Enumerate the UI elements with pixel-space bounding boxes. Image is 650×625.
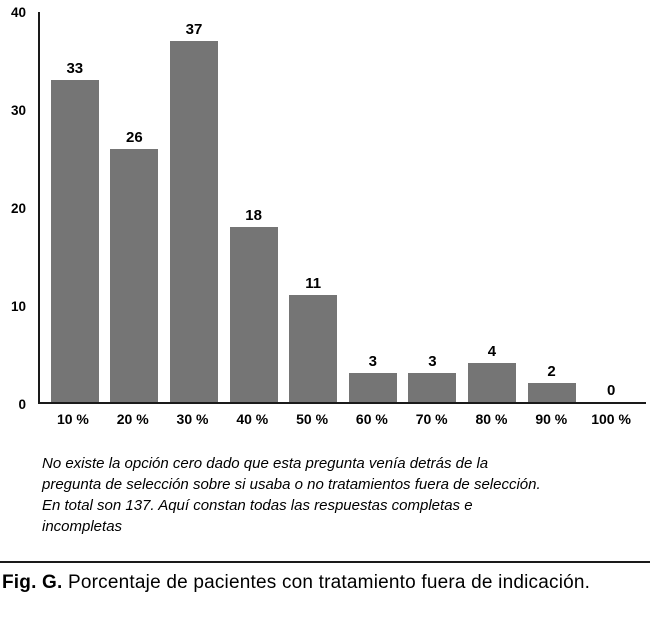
bar-slot: 26 — [105, 12, 165, 402]
y-axis: 0 10 20 30 40 — [0, 5, 34, 410]
x-axis-label: 70 % — [415, 411, 448, 427]
x-axis-label: 20 % — [116, 411, 149, 427]
bar — [408, 372, 457, 402]
bars: 33 26 37 18 11 3 3 4 2 0 — [40, 12, 646, 402]
x-axis-label: 40 % — [236, 411, 269, 427]
bar-value-label: 3 — [428, 352, 437, 370]
figure-caption: Fig. G. Porcentaje de pacientes con trat… — [0, 563, 650, 596]
bar-slot: 3 — [403, 12, 463, 402]
bar-slot: 33 — [45, 12, 105, 402]
bar — [229, 226, 278, 402]
y-axis-tick-label: 10 — [10, 298, 26, 314]
bar-slot: 37 — [164, 12, 224, 402]
bar-slot: 2 — [522, 12, 582, 402]
plot-wrap: 0 10 20 30 40 33 26 37 18 11 3 3 4 2 0 — [11, 5, 646, 410]
caption-text: Porcentaje de pacientes con tratamiento … — [68, 572, 591, 593]
bar-slot: 11 — [283, 12, 343, 402]
bar — [467, 363, 516, 402]
bar-chart: 0 10 20 30 40 33 26 37 18 11 3 3 4 2 0 10 % 20 % 30 % 40… — [11, 5, 646, 427]
bar — [289, 294, 338, 402]
bar-slot: 0 — [581, 12, 641, 402]
y-axis-tick-label: 0 — [18, 396, 26, 412]
caption-label: Fig. G. — [2, 572, 63, 593]
bar — [110, 148, 159, 402]
y-axis-tick-label: 20 — [10, 200, 26, 216]
bar-value-label: 26 — [126, 128, 143, 146]
note-line: En total son 137. Aquí constan todas las… — [42, 497, 473, 514]
caption-divider — [0, 561, 650, 563]
bar-value-label: 37 — [185, 21, 203, 39]
y-axis-tick-label: 30 — [10, 102, 26, 118]
bar-value-label: 0 — [606, 382, 616, 399]
note-line: No existe la opción cero dado que esta p… — [42, 455, 489, 472]
note-line: incompletas — [42, 518, 123, 535]
bar-slot: 4 — [462, 12, 522, 402]
bar-value-label: 18 — [245, 206, 262, 224]
y-axis-tick-label: 40 — [10, 4, 26, 20]
bar-slot: 3 — [343, 12, 403, 402]
bar — [527, 382, 576, 402]
bar-value-label: 4 — [487, 343, 497, 360]
x-axis-label: 80 % — [475, 411, 508, 427]
x-axis-labels: 10 % 20 % 30 % 40 % 50 % 60 % 70 % 80 % 90 % 100 … — [38, 411, 646, 427]
plot-area: 33 26 37 18 11 3 3 4 2 0 — [38, 12, 646, 404]
bar — [348, 372, 397, 402]
x-axis-label: 90 % — [535, 411, 568, 427]
bar — [169, 41, 218, 402]
x-axis-label: 30 % — [176, 411, 209, 427]
figure-note: No existe la opción cero dado que esta p… — [42, 453, 650, 537]
bar-value-label: 3 — [368, 352, 377, 370]
bar-slot: 18 — [224, 12, 284, 402]
bar-value-label: 11 — [305, 274, 322, 292]
bar-value-label: 2 — [547, 362, 556, 380]
x-axis-label: 100 % — [591, 411, 631, 427]
x-axis-label: 10 % — [56, 411, 89, 427]
bar-value-label: 33 — [66, 60, 84, 78]
x-axis-label: 50 % — [296, 411, 329, 427]
x-axis-label: 60 % — [355, 411, 388, 427]
bar — [50, 80, 99, 402]
note-line: pregunta de selección sobre si usaba o n… — [42, 476, 541, 493]
